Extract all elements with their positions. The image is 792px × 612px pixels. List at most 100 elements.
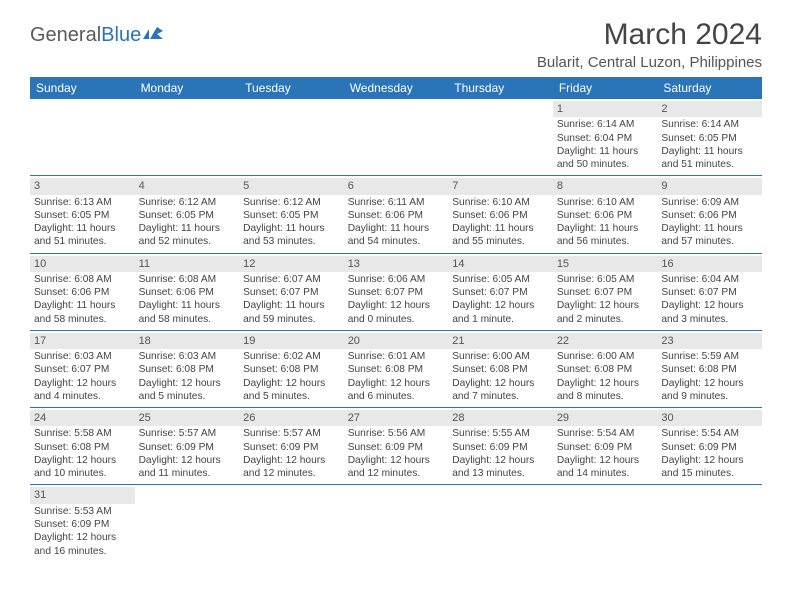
day-number: 25: [135, 410, 240, 426]
cell-line-sr: Sunrise: 6:08 AM: [34, 273, 131, 286]
day-number: 16: [657, 256, 762, 272]
day-number: 12: [239, 256, 344, 272]
cell-line-d1: Daylight: 12 hours: [557, 299, 654, 312]
day-number: 31: [30, 487, 135, 503]
day-header: Friday: [553, 77, 658, 99]
day-number: 9: [657, 178, 762, 194]
day-number: 2: [657, 101, 762, 117]
cell-line-d2: and 14 minutes.: [557, 467, 654, 480]
day-number: 18: [135, 333, 240, 349]
cell-line-sr: Sunrise: 6:12 AM: [139, 196, 236, 209]
cell-line-d1: Daylight: 12 hours: [661, 299, 758, 312]
calendar-table: SundayMondayTuesdayWednesdayThursdayFrid…: [30, 77, 762, 562]
day-cell: 21Sunrise: 6:00 AMSunset: 6:08 PMDayligh…: [448, 330, 553, 407]
cell-line-d2: and 7 minutes.: [452, 390, 549, 403]
cell-line-ss: Sunset: 6:09 PM: [139, 441, 236, 454]
day-number: 30: [657, 410, 762, 426]
cell-line-d1: Daylight: 12 hours: [348, 299, 445, 312]
cell-line-sr: Sunrise: 6:09 AM: [661, 196, 758, 209]
cell-line-d2: and 50 minutes.: [557, 158, 654, 171]
cell-line-ss: Sunset: 6:06 PM: [452, 209, 549, 222]
title-block: March 2024 Bularit, Central Luzon, Phili…: [537, 18, 762, 71]
cell-line-sr: Sunrise: 6:10 AM: [452, 196, 549, 209]
cell-line-ss: Sunset: 6:05 PM: [139, 209, 236, 222]
cell-line-d1: Daylight: 12 hours: [452, 377, 549, 390]
cell-line-d1: Daylight: 11 hours: [243, 299, 340, 312]
cell-line-sr: Sunrise: 6:11 AM: [348, 196, 445, 209]
cell-line-d1: Daylight: 11 hours: [557, 145, 654, 158]
day-cell: 25Sunrise: 5:57 AMSunset: 6:09 PMDayligh…: [135, 408, 240, 485]
day-header: Saturday: [657, 77, 762, 99]
location: Bularit, Central Luzon, Philippines: [537, 54, 762, 71]
cell-line-d2: and 57 minutes.: [661, 235, 758, 248]
day-cell: 27Sunrise: 5:56 AMSunset: 6:09 PMDayligh…: [344, 408, 449, 485]
day-cell: 9Sunrise: 6:09 AMSunset: 6:06 PMDaylight…: [657, 176, 762, 253]
day-cell: 1Sunrise: 6:14 AMSunset: 6:04 PMDaylight…: [553, 99, 658, 176]
day-cell: 4Sunrise: 6:12 AMSunset: 6:05 PMDaylight…: [135, 176, 240, 253]
day-number: 11: [135, 256, 240, 272]
cell-line-sr: Sunrise: 6:13 AM: [34, 196, 131, 209]
cell-line-d2: and 2 minutes.: [557, 313, 654, 326]
day-cell: 22Sunrise: 6:00 AMSunset: 6:08 PMDayligh…: [553, 330, 658, 407]
day-cell: 16Sunrise: 6:04 AMSunset: 6:07 PMDayligh…: [657, 253, 762, 330]
cell-line-d2: and 11 minutes.: [139, 467, 236, 480]
day-number: 10: [30, 256, 135, 272]
cell-line-d1: Daylight: 12 hours: [139, 377, 236, 390]
cell-line-sr: Sunrise: 6:02 AM: [243, 350, 340, 363]
cell-line-d2: and 55 minutes.: [452, 235, 549, 248]
cell-line-ss: Sunset: 6:06 PM: [34, 286, 131, 299]
day-number: 27: [344, 410, 449, 426]
cell-line-sr: Sunrise: 5:55 AM: [452, 427, 549, 440]
day-cell: 28Sunrise: 5:55 AMSunset: 6:09 PMDayligh…: [448, 408, 553, 485]
cell-line-d1: Daylight: 11 hours: [139, 299, 236, 312]
cell-line-ss: Sunset: 6:08 PM: [34, 441, 131, 454]
day-cell: [135, 99, 240, 176]
day-number: 8: [553, 178, 658, 194]
day-cell: 19Sunrise: 6:02 AMSunset: 6:08 PMDayligh…: [239, 330, 344, 407]
cell-line-ss: Sunset: 6:08 PM: [452, 363, 549, 376]
day-cell: [344, 99, 449, 176]
day-header: Tuesday: [239, 77, 344, 99]
day-cell: 13Sunrise: 6:06 AMSunset: 6:07 PMDayligh…: [344, 253, 449, 330]
cell-line-d1: Daylight: 12 hours: [34, 531, 131, 544]
cell-line-d1: Daylight: 11 hours: [34, 299, 131, 312]
cell-line-ss: Sunset: 6:08 PM: [139, 363, 236, 376]
day-cell: 31Sunrise: 5:53 AMSunset: 6:09 PMDayligh…: [30, 485, 135, 562]
table-row: 17Sunrise: 6:03 AMSunset: 6:07 PMDayligh…: [30, 330, 762, 407]
cell-line-ss: Sunset: 6:08 PM: [557, 363, 654, 376]
cell-line-d1: Daylight: 11 hours: [34, 222, 131, 235]
cell-line-ss: Sunset: 6:09 PM: [557, 441, 654, 454]
cell-line-ss: Sunset: 6:09 PM: [243, 441, 340, 454]
cell-line-d2: and 8 minutes.: [557, 390, 654, 403]
day-cell: [30, 99, 135, 176]
header: GeneralBlue March 2024 Bularit, Central …: [30, 18, 762, 71]
cell-line-d1: Daylight: 12 hours: [557, 377, 654, 390]
cell-line-sr: Sunrise: 6:04 AM: [661, 273, 758, 286]
day-number: 1: [553, 101, 658, 117]
day-cell: 23Sunrise: 5:59 AMSunset: 6:08 PMDayligh…: [657, 330, 762, 407]
cell-line-d1: Daylight: 11 hours: [348, 222, 445, 235]
day-cell: 17Sunrise: 6:03 AMSunset: 6:07 PMDayligh…: [30, 330, 135, 407]
cell-line-sr: Sunrise: 6:10 AM: [557, 196, 654, 209]
day-number: 4: [135, 178, 240, 194]
day-cell: 8Sunrise: 6:10 AMSunset: 6:06 PMDaylight…: [553, 176, 658, 253]
day-cell: 2Sunrise: 6:14 AMSunset: 6:05 PMDaylight…: [657, 99, 762, 176]
day-cell: 30Sunrise: 5:54 AMSunset: 6:09 PMDayligh…: [657, 408, 762, 485]
day-cell: 24Sunrise: 5:58 AMSunset: 6:08 PMDayligh…: [30, 408, 135, 485]
cell-line-ss: Sunset: 6:04 PM: [557, 132, 654, 145]
cell-line-ss: Sunset: 6:05 PM: [661, 132, 758, 145]
cell-line-d1: Daylight: 11 hours: [243, 222, 340, 235]
day-header: Monday: [135, 77, 240, 99]
day-number: 29: [553, 410, 658, 426]
cell-line-d2: and 4 minutes.: [34, 390, 131, 403]
logo: GeneralBlue: [30, 24, 165, 47]
cell-line-sr: Sunrise: 6:01 AM: [348, 350, 445, 363]
cell-line-d1: Daylight: 12 hours: [348, 454, 445, 467]
day-cell: 12Sunrise: 6:07 AMSunset: 6:07 PMDayligh…: [239, 253, 344, 330]
day-cell: [448, 485, 553, 562]
table-row: 10Sunrise: 6:08 AMSunset: 6:06 PMDayligh…: [30, 253, 762, 330]
calendar-body: 1Sunrise: 6:14 AMSunset: 6:04 PMDaylight…: [30, 99, 762, 562]
day-cell: 7Sunrise: 6:10 AMSunset: 6:06 PMDaylight…: [448, 176, 553, 253]
cell-line-d1: Daylight: 12 hours: [34, 454, 131, 467]
cell-line-ss: Sunset: 6:08 PM: [243, 363, 340, 376]
